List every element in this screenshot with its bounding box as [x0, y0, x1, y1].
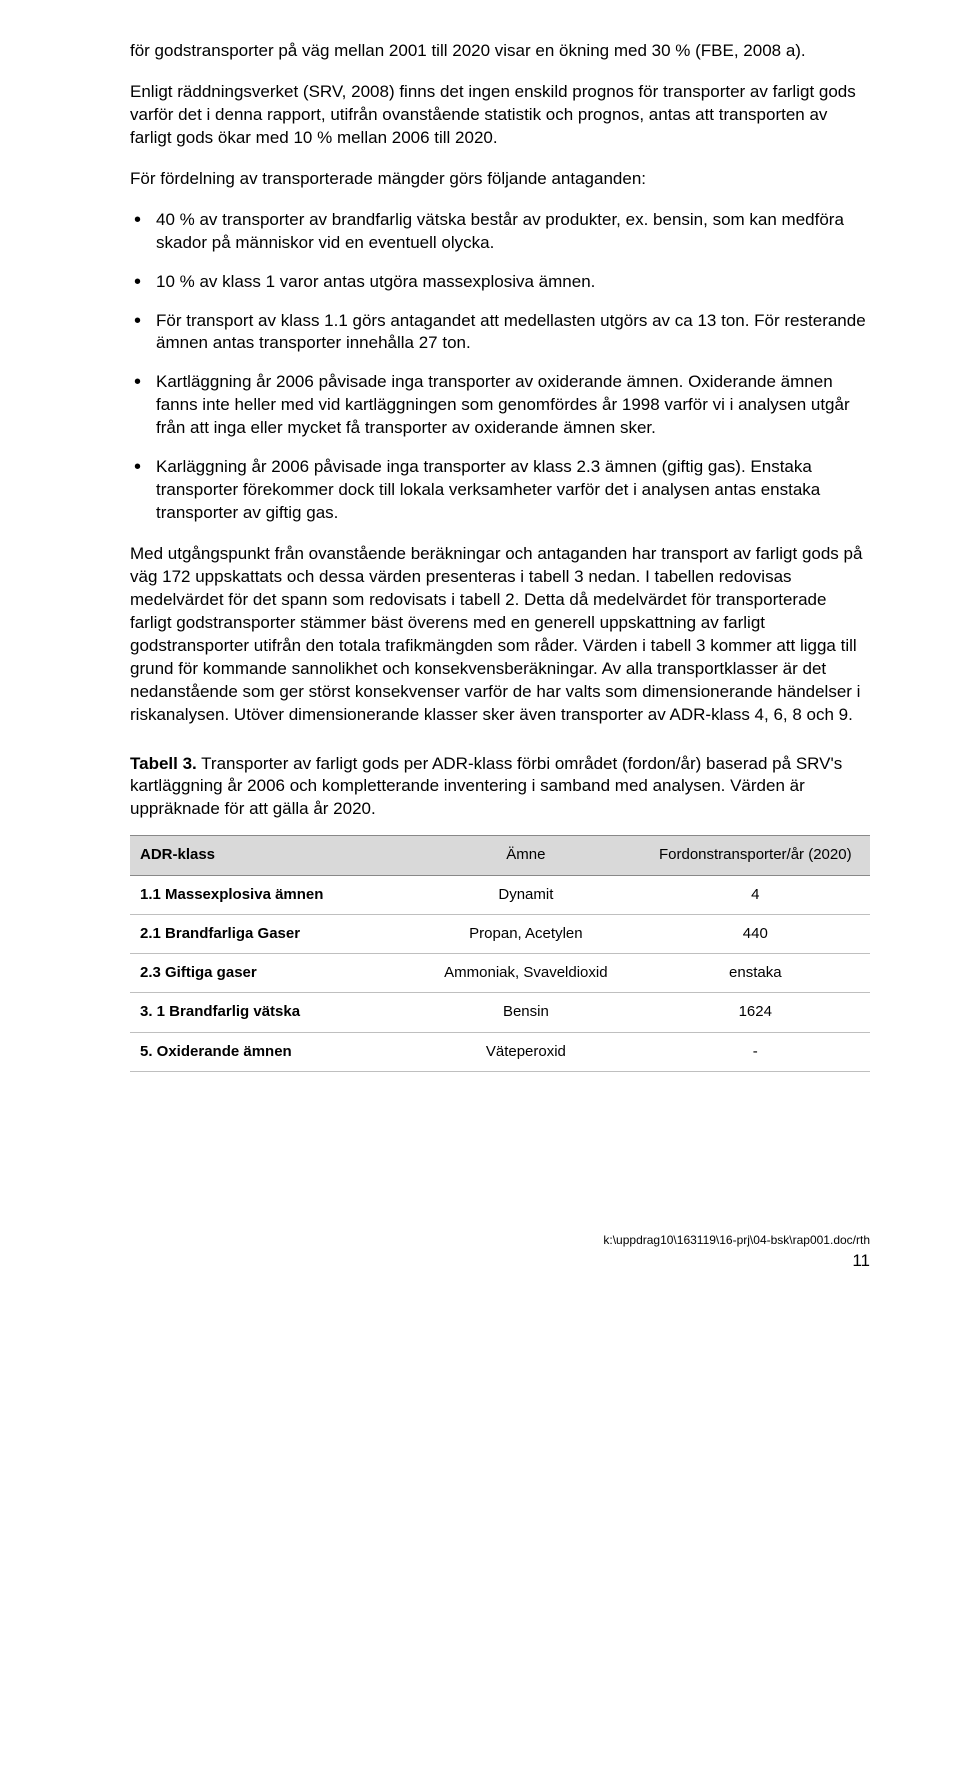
- table-row: 5. Oxiderande ämnen Väteperoxid -: [130, 1032, 870, 1071]
- page-number: 11: [130, 1250, 870, 1273]
- table-header-row: ADR-klass Ämne Fordonstransporter/år (20…: [130, 836, 870, 875]
- table-caption: Tabell 3. Transporter av farligt gods pe…: [130, 753, 870, 822]
- paragraph: För fördelning av transporterade mängder…: [130, 168, 870, 191]
- table-cell: Dynamit: [411, 875, 640, 914]
- table-cell: 440: [641, 914, 870, 953]
- table-cell: 2.3 Giftiga gaser: [130, 954, 411, 993]
- list-item: Karläggning år 2006 påvisade inga transp…: [156, 456, 870, 525]
- table-cell: Bensin: [411, 993, 640, 1032]
- table-row: 1.1 Massexplosiva ämnen Dynamit 4: [130, 875, 870, 914]
- table-cell: 5. Oxiderande ämnen: [130, 1032, 411, 1071]
- table-header-cell: Fordonstransporter/år (2020): [641, 836, 870, 875]
- paragraph: Enligt räddningsverket (SRV, 2008) finns…: [130, 81, 870, 150]
- page-footer: k:\uppdrag10\163119\16-prj\04-bsk\rap001…: [130, 1232, 870, 1273]
- table-cell: Väteperoxid: [411, 1032, 640, 1071]
- paragraph: Med utgångspunkt från ovanstående beräkn…: [130, 543, 870, 727]
- table-cell: 1.1 Massexplosiva ämnen: [130, 875, 411, 914]
- paragraph: för godstransporter på väg mellan 2001 t…: [130, 40, 870, 63]
- list-item: För transport av klass 1.1 görs antagand…: [156, 310, 870, 356]
- table-row: 3. 1 Brandfarlig vätska Bensin 1624: [130, 993, 870, 1032]
- table-cell: -: [641, 1032, 870, 1071]
- adr-table: ADR-klass Ämne Fordonstransporter/år (20…: [130, 835, 870, 1072]
- table-cell: enstaka: [641, 954, 870, 993]
- table-cell: Propan, Acetylen: [411, 914, 640, 953]
- table-cell: 3. 1 Brandfarlig vätska: [130, 993, 411, 1032]
- table-row: 2.3 Giftiga gaser Ammoniak, Svaveldioxid…: [130, 954, 870, 993]
- table-cell: 4: [641, 875, 870, 914]
- table-row: 2.1 Brandfarliga Gaser Propan, Acetylen …: [130, 914, 870, 953]
- table-caption-text: Transporter av farligt gods per ADR-klas…: [130, 754, 842, 819]
- footer-path: k:\uppdrag10\163119\16-prj\04-bsk\rap001…: [130, 1232, 870, 1248]
- list-item: 40 % av transporter av brandfarlig vätsk…: [156, 209, 870, 255]
- assumptions-list: 40 % av transporter av brandfarlig vätsk…: [130, 209, 870, 525]
- table-cell: 2.1 Brandfarliga Gaser: [130, 914, 411, 953]
- table-cell: Ammoniak, Svaveldioxid: [411, 954, 640, 993]
- table-header-cell: ADR-klass: [130, 836, 411, 875]
- list-item: 10 % av klass 1 varor antas utgöra masse…: [156, 271, 870, 294]
- table-header-cell: Ämne: [411, 836, 640, 875]
- list-item: Kartläggning år 2006 påvisade inga trans…: [156, 371, 870, 440]
- table-cell: 1624: [641, 993, 870, 1032]
- table-caption-label: Tabell 3.: [130, 754, 197, 773]
